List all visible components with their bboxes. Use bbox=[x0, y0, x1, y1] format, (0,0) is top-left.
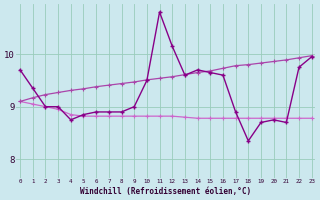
X-axis label: Windchill (Refroidissement éolien,°C): Windchill (Refroidissement éolien,°C) bbox=[80, 187, 252, 196]
